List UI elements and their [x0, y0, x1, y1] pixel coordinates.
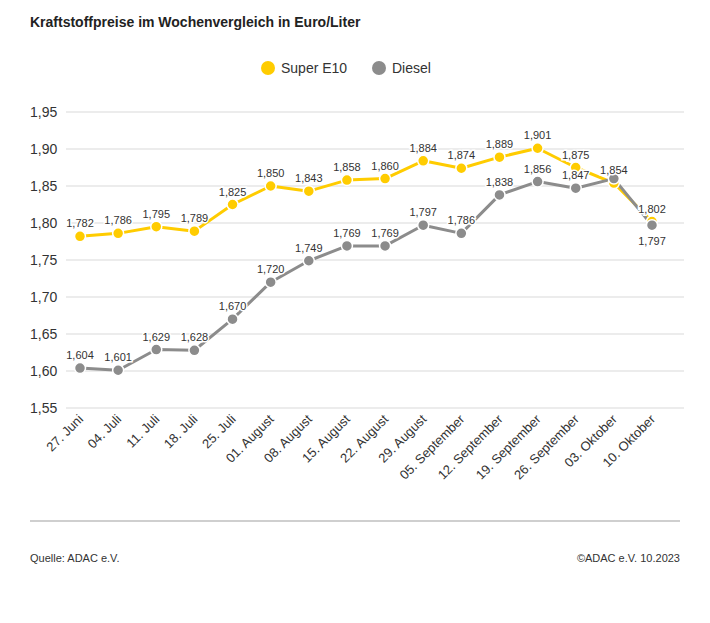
- data-label: 1,847: [562, 169, 590, 181]
- data-label: 1,795: [143, 208, 171, 220]
- data-label: 1,749: [295, 242, 323, 254]
- grid-line: [66, 371, 684, 372]
- series-line: [80, 179, 652, 371]
- point: [75, 231, 86, 242]
- point: [494, 152, 505, 163]
- point: [380, 240, 391, 251]
- y-tick-label: 1,55: [30, 400, 57, 416]
- source: Quelle: ADAC e.V.: [30, 552, 119, 564]
- x-tick-label: 27. Juni: [43, 411, 86, 454]
- point: [341, 240, 352, 251]
- y-tick-label: 1,75: [30, 252, 57, 268]
- legend: Super E10 Diesel: [261, 60, 431, 76]
- x-tick-label: 04. Juli: [85, 411, 125, 451]
- point: [532, 143, 543, 154]
- data-label: 1,720: [257, 263, 285, 275]
- x-axis: 27. Juni04. Juli11. Juli18. Juli25. Juli…: [43, 411, 658, 482]
- point: [570, 183, 581, 194]
- data-label: 1,889: [486, 138, 514, 150]
- point: [418, 155, 429, 166]
- point: [189, 345, 200, 356]
- chart-root: Kraftstoffpreise im Wochenvergleich in E…: [0, 0, 710, 623]
- y-tick-label: 1,70: [30, 289, 57, 305]
- point: [456, 163, 467, 174]
- data-label: 1,856: [524, 163, 552, 175]
- data-label: 1,858: [333, 161, 361, 173]
- data-label: 1,769: [371, 227, 399, 239]
- point: [380, 173, 391, 184]
- marks: [75, 143, 658, 376]
- grid-line: [66, 408, 684, 409]
- x-tick-label: 12. September: [435, 411, 506, 482]
- grid-line: [66, 149, 684, 150]
- y-tick-label: 1,95: [30, 104, 57, 120]
- y-grid: 1,55 1,60 1,65 1,70 1,75 1,80 1,85 1,90 1,95: [30, 104, 684, 416]
- data-label: 1,628: [181, 331, 209, 343]
- point: [532, 176, 543, 187]
- data-label: 1,789: [181, 212, 209, 224]
- legend-marker: [372, 61, 386, 75]
- separator: [30, 520, 680, 522]
- point: [151, 344, 162, 355]
- x-tick-label: 26. September: [511, 411, 582, 482]
- data-label: 1,629: [143, 331, 171, 343]
- y-tick-label: 1,85: [30, 178, 57, 194]
- data-label: 1,797: [638, 235, 666, 247]
- data-labels: 1,782 1,786 1,795 1,789 1,825 1,850 1,843 1,858…: [66, 129, 666, 363]
- data-label: 1,670: [219, 300, 247, 312]
- legend-label: Super E10: [281, 60, 347, 76]
- point: [113, 365, 124, 376]
- copyright: ©ADAC e.V. 10.2023: [577, 552, 680, 564]
- point: [75, 363, 86, 374]
- point: [227, 199, 238, 210]
- data-label: 1,786: [448, 214, 476, 226]
- data-label: 1,850: [257, 167, 285, 179]
- data-label: 1,875: [562, 149, 590, 161]
- y-tick-label: 1,65: [30, 326, 57, 342]
- y-tick-label: 1,80: [30, 215, 57, 231]
- data-label: 1,802: [638, 203, 666, 215]
- point: [265, 181, 276, 192]
- point: [341, 175, 352, 186]
- grid-line: [66, 112, 684, 113]
- data-label: 1,854: [600, 164, 628, 176]
- point: [265, 277, 276, 288]
- point: [189, 226, 200, 237]
- x-tick-label: 18. Juli: [161, 411, 201, 451]
- point: [456, 228, 467, 239]
- data-label: 1,769: [333, 227, 361, 239]
- x-tick-label: 10. Oktober: [599, 411, 658, 470]
- grid-line: [66, 260, 684, 261]
- data-label: 1,874: [448, 149, 476, 161]
- point: [494, 189, 505, 200]
- data-label: 1,601: [104, 351, 132, 363]
- y-tick-label: 1,60: [30, 363, 57, 379]
- point: [113, 228, 124, 239]
- legend-marker: [261, 61, 275, 75]
- data-label: 1,604: [66, 349, 94, 361]
- data-label: 1,860: [371, 160, 399, 172]
- data-label: 1,797: [409, 206, 437, 218]
- point: [647, 220, 658, 231]
- legend-label: Diesel: [392, 60, 431, 76]
- data-label: 1,825: [219, 186, 247, 198]
- series-line: [80, 148, 652, 236]
- point: [303, 186, 314, 197]
- data-label: 1,786: [104, 214, 132, 226]
- title: Kraftstoffpreise im Wochenvergleich in E…: [30, 14, 361, 30]
- x-tick-label: 05. September: [397, 411, 468, 482]
- data-label: 1,838: [486, 176, 514, 188]
- y-tick-label: 1,90: [30, 141, 57, 157]
- point: [227, 314, 238, 325]
- point: [303, 255, 314, 266]
- x-tick-label: 11. Juli: [123, 411, 162, 450]
- data-label: 1,884: [409, 142, 437, 154]
- x-tick-label: 19. September: [473, 411, 544, 482]
- data-label: 1,782: [66, 217, 94, 229]
- data-label: 1,843: [295, 172, 323, 184]
- grid-line: [66, 297, 684, 298]
- point: [151, 221, 162, 232]
- point: [418, 220, 429, 231]
- data-label: 1,901: [524, 129, 552, 141]
